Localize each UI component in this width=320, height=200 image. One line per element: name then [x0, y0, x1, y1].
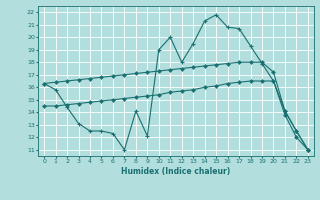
X-axis label: Humidex (Indice chaleur): Humidex (Indice chaleur)	[121, 167, 231, 176]
